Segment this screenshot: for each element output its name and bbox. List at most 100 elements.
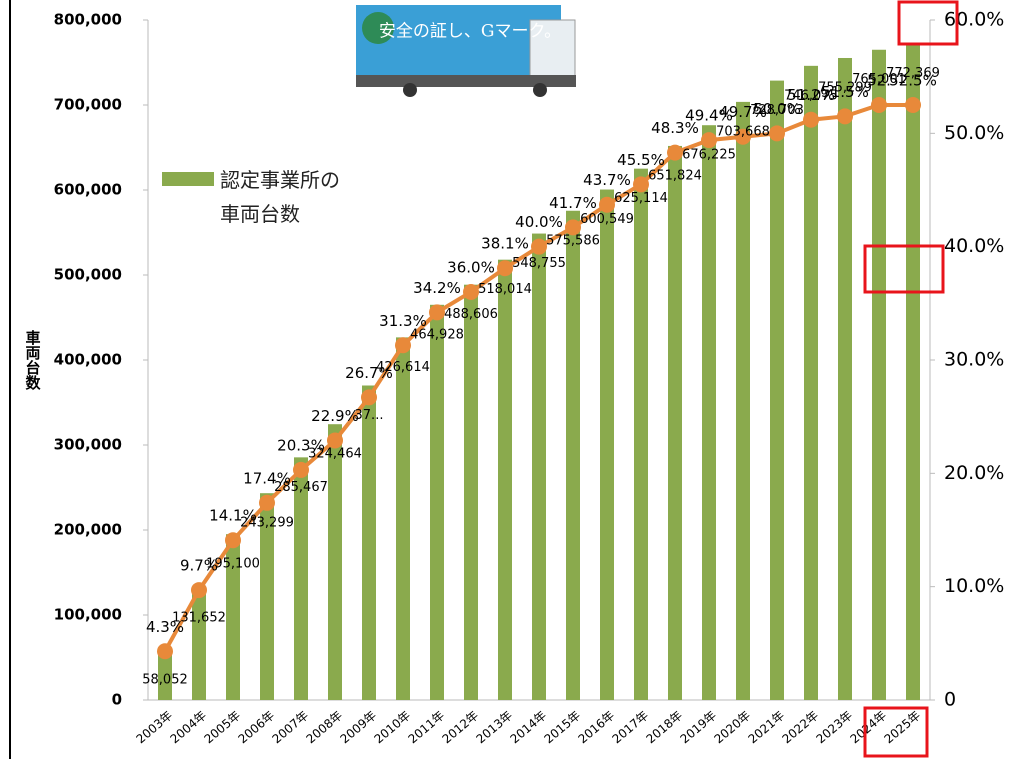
line-value-label: 34.2% bbox=[413, 279, 461, 297]
x-tick-label: 2022年 bbox=[780, 708, 822, 746]
x-tick-label: 2016年 bbox=[576, 708, 618, 746]
bar-value-label: 58,052 bbox=[142, 673, 188, 688]
bar bbox=[736, 101, 750, 700]
x-tick-label: 2018年 bbox=[644, 708, 686, 746]
bar bbox=[498, 259, 512, 700]
bar bbox=[634, 168, 648, 701]
y-tick-label: 0 bbox=[112, 691, 122, 709]
bar-value-label: 728,703 bbox=[750, 103, 804, 118]
bar bbox=[294, 457, 308, 700]
bar bbox=[226, 534, 240, 700]
bar-value-label: 324,464 bbox=[308, 447, 362, 462]
line-value-label: 52. bbox=[867, 72, 891, 90]
bar-value-label: 575,586 bbox=[546, 233, 600, 248]
bar bbox=[770, 80, 784, 701]
line-point bbox=[429, 304, 445, 321]
line-value-label: 9.7% bbox=[180, 557, 218, 575]
bar bbox=[872, 49, 886, 701]
x-tick-label: 2008年 bbox=[304, 708, 346, 746]
x-tick-label: 2003年 bbox=[134, 708, 176, 746]
line-value-label: 38.1% bbox=[481, 235, 529, 253]
bar bbox=[906, 43, 920, 701]
y2-tick-label: 40.0% bbox=[944, 235, 1004, 257]
bar-value-label: 285,467 bbox=[274, 480, 328, 495]
line-point bbox=[701, 132, 717, 149]
line-value-label: 17.4% bbox=[243, 469, 291, 487]
line-value-label: 43.7% bbox=[583, 171, 631, 189]
line-point bbox=[395, 337, 411, 354]
bar-value-label: 426,614 bbox=[376, 360, 430, 375]
line-point bbox=[361, 389, 377, 406]
bar-value-label: 765,001 bbox=[852, 72, 906, 87]
line-value-label: 51.5% bbox=[821, 83, 869, 101]
line-value-label: 51.2% bbox=[787, 86, 835, 104]
line-point bbox=[259, 494, 275, 511]
x-tick-label: 2025年 bbox=[882, 708, 924, 746]
line-value-label: 22.9% bbox=[311, 407, 359, 425]
bar-value-label: 625,114 bbox=[614, 191, 668, 206]
bar-value-label: 195,100 bbox=[206, 557, 260, 572]
line-point bbox=[191, 582, 207, 599]
x-tick-label: 2023年 bbox=[814, 708, 856, 746]
line-point bbox=[905, 97, 921, 113]
bar bbox=[430, 304, 444, 700]
bar bbox=[192, 588, 206, 700]
y2-tick-label: 60.0% bbox=[944, 9, 1004, 31]
badge-text: 安全の証し、Gマーク。 bbox=[379, 22, 561, 42]
line-point bbox=[837, 108, 853, 125]
bar-value-label: 746,075 bbox=[784, 88, 838, 103]
line-point bbox=[327, 432, 343, 449]
line-value-label: 52.5% bbox=[889, 72, 937, 90]
line-point bbox=[531, 238, 547, 255]
line-point bbox=[599, 196, 615, 213]
line-value-label: 48.3% bbox=[651, 119, 699, 137]
bar bbox=[362, 385, 376, 700]
x-tick-label: 2021年 bbox=[746, 708, 788, 746]
x-tick-label: 2013年 bbox=[474, 708, 516, 746]
bar-value-label: 243,299 bbox=[240, 516, 294, 531]
line-value-label: 20.3% bbox=[277, 436, 325, 454]
bar bbox=[260, 493, 274, 700]
line-point bbox=[667, 144, 683, 161]
y2-tick-label: 30.0% bbox=[944, 349, 1004, 371]
y2-tick-label: 50.0% bbox=[944, 122, 1004, 144]
line-value-label: 45.5% bbox=[617, 151, 665, 169]
bar bbox=[396, 337, 410, 700]
bar bbox=[158, 650, 172, 700]
bar bbox=[668, 145, 682, 701]
line-value-label: 41.7% bbox=[549, 194, 597, 212]
line-value-label: 40.0% bbox=[515, 213, 563, 231]
x-tick-label: 2012年 bbox=[440, 708, 482, 746]
x-tick-label: 2020年 bbox=[712, 708, 754, 746]
bar-value-label: 518,014 bbox=[478, 282, 532, 297]
bar-value-label: 131,652 bbox=[172, 611, 226, 626]
y-tick-label: 700,000 bbox=[54, 96, 122, 114]
legend-label: 認定事業所の車両台数 bbox=[220, 168, 340, 226]
bar-value-label: 548,755 bbox=[512, 256, 566, 271]
y-axis-label: 車両台数 bbox=[24, 329, 42, 391]
y-tick-label: 500,000 bbox=[54, 266, 122, 284]
line-point bbox=[225, 532, 241, 549]
y2-tick-label: 20.0% bbox=[944, 462, 1004, 484]
bar bbox=[702, 125, 716, 701]
line-value-label: 49.7% bbox=[719, 103, 767, 121]
bar bbox=[566, 210, 580, 701]
line-point bbox=[293, 461, 309, 478]
bar-value-label: 703,668 bbox=[716, 124, 770, 139]
line-value-label: 50.0% bbox=[753, 100, 801, 118]
line-point bbox=[157, 643, 173, 660]
bar-value-label: 676,225 bbox=[682, 148, 736, 163]
x-tick-label: 2009年 bbox=[338, 708, 380, 746]
line-value-label: 49.4% bbox=[685, 107, 733, 125]
line-point bbox=[735, 128, 751, 145]
x-tick-label: 2004年 bbox=[168, 708, 210, 746]
y2-tick-label: 0 bbox=[944, 689, 956, 711]
x-tick-label: 2014年 bbox=[508, 708, 550, 746]
line-point bbox=[871, 97, 887, 113]
x-tick-label: 2015年 bbox=[542, 708, 584, 746]
bar bbox=[600, 189, 614, 700]
x-tick-label: 2005年 bbox=[202, 708, 244, 746]
bar bbox=[464, 284, 478, 700]
bar-value-label: 37... bbox=[355, 408, 384, 423]
